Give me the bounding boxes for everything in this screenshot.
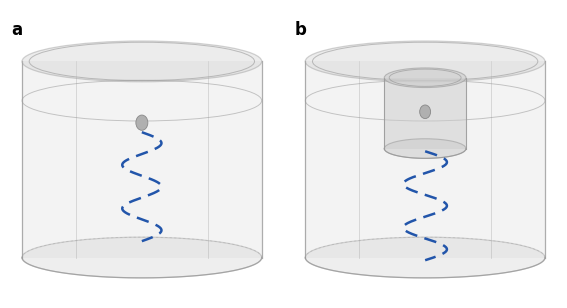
Ellipse shape [136,115,148,130]
Ellipse shape [420,105,430,119]
Text: a: a [11,21,22,38]
Ellipse shape [384,68,466,87]
Ellipse shape [22,41,262,82]
Ellipse shape [305,237,545,278]
Ellipse shape [22,237,262,278]
Polygon shape [384,78,466,148]
Ellipse shape [384,139,466,158]
Polygon shape [22,61,262,257]
Text: b: b [294,21,306,38]
Polygon shape [305,61,545,257]
Ellipse shape [305,41,545,82]
